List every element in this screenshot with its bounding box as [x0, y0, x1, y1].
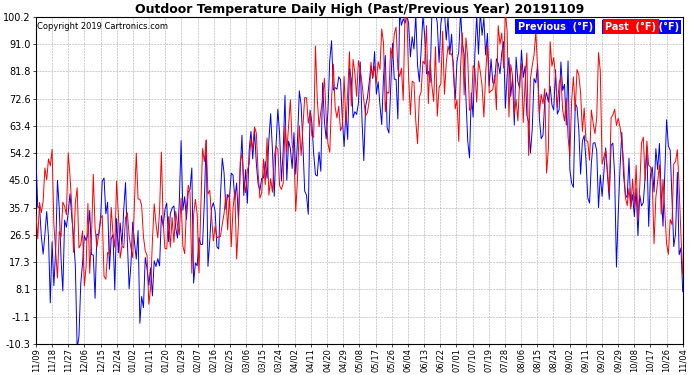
- Text: Previous  (°F): Previous (°F): [604, 22, 680, 32]
- Text: Past  (°F): Past (°F): [605, 22, 656, 32]
- Text: Previous  (°F): Previous (°F): [518, 22, 593, 32]
- Text: Copyright 2019 Cartronics.com: Copyright 2019 Cartronics.com: [37, 22, 168, 31]
- Title: Outdoor Temperature Daily High (Past/Previous Year) 20191109: Outdoor Temperature Daily High (Past/Pre…: [135, 3, 584, 16]
